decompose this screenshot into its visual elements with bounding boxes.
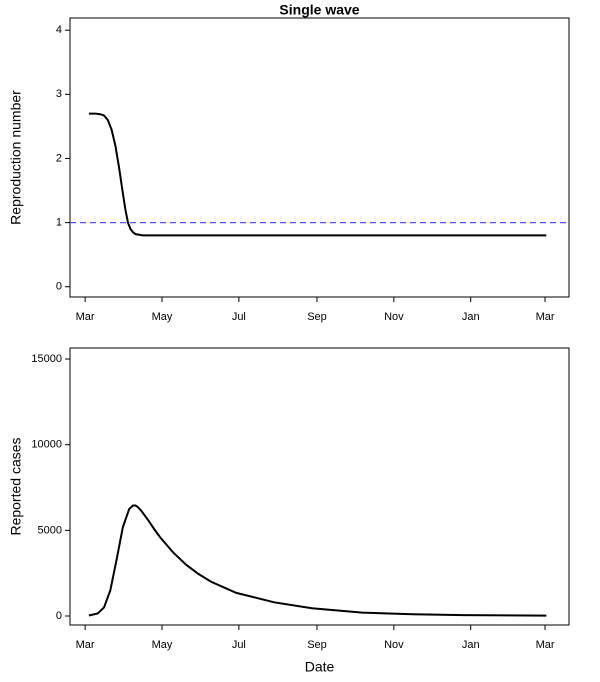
x-tick-label: Jul bbox=[232, 639, 246, 651]
y-tick-label: 1 bbox=[56, 217, 62, 229]
x-tick-label: Sep bbox=[307, 311, 327, 323]
y-tick-label: 15000 bbox=[31, 353, 62, 365]
y-tick-label: 5000 bbox=[38, 524, 62, 536]
y-tick-label: 10000 bbox=[31, 439, 62, 451]
x-tick-label: Jul bbox=[232, 311, 246, 323]
x-tick-label: May bbox=[152, 311, 173, 323]
chart-title: Single wave bbox=[279, 2, 359, 18]
x-tick-label: Sep bbox=[307, 639, 327, 651]
y-axis-label: Reported cases bbox=[8, 437, 24, 535]
line bbox=[88, 504, 547, 617]
x-tick-label: Jan bbox=[462, 311, 480, 323]
line bbox=[88, 112, 547, 237]
y-tick-label: 0 bbox=[56, 281, 62, 293]
y-tick-label: 3 bbox=[56, 88, 62, 100]
x-tick-label: Mar bbox=[76, 639, 95, 651]
x-tick-label: May bbox=[152, 639, 173, 651]
y-tick-label: 0 bbox=[56, 610, 62, 622]
x-tick-label: Mar bbox=[76, 311, 95, 323]
plot-frame bbox=[69, 347, 570, 626]
y-tick-label: 2 bbox=[56, 152, 62, 164]
plot-frame bbox=[69, 17, 570, 298]
x-tick-label: Jan bbox=[462, 639, 480, 651]
x-tick-label: Mar bbox=[536, 311, 555, 323]
x-axis-label: Date bbox=[305, 659, 335, 675]
x-tick-label: Nov bbox=[384, 639, 404, 651]
y-tick-label: 4 bbox=[56, 24, 62, 36]
y-axis-label: Reproduction number bbox=[8, 90, 24, 225]
x-tick-label: Mar bbox=[536, 639, 555, 651]
x-tick-label: Nov bbox=[384, 311, 404, 323]
